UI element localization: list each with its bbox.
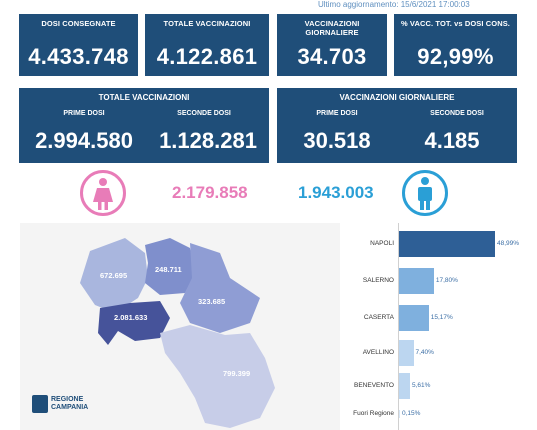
prime-dosi-label: PRIME DOSI — [316, 110, 358, 117]
seconde-dosi-value: 4.185 — [424, 128, 480, 153]
kpi-totale-vaccinazioni: TOTALE VACCINAZIONI 4.122.861 — [145, 14, 269, 76]
prime-dosi-label: PRIME DOSI — [63, 110, 105, 117]
chart-category-label: AVELLINO — [362, 349, 394, 356]
chart-category-label: NAPOLI — [370, 240, 394, 247]
map-province-avellino — [180, 243, 260, 333]
campania-map: 672.695 248.711 323.685 2.081.633 799.39… — [20, 223, 340, 430]
chart-axis-line — [398, 223, 399, 430]
panel-title: TOTALE VACCINAZIONI — [98, 93, 190, 102]
kpi-value: 92,99% — [417, 44, 494, 69]
female-icon — [80, 170, 126, 216]
map-province-benevento — [145, 238, 195, 295]
chart-bar-5 — [399, 410, 400, 418]
panel-title: VACCINAZIONI GIORNALIERE — [339, 93, 455, 102]
chart-value-label: 48,99% — [497, 240, 520, 247]
male-vaccinations: 1.943.003 — [298, 183, 374, 202]
chart-bar-1 — [399, 268, 434, 294]
chart-value-label: 7,40% — [415, 349, 434, 356]
vaccinazioni-giornaliere-panel: VACCINAZIONI GIORNALIERE PRIME DOSI SECO… — [277, 88, 517, 163]
chart-value-label: 0,15% — [402, 410, 421, 417]
kpi-dosi-consegnate: DOSI CONSEGNATE 4.433.748 — [19, 14, 138, 76]
prime-dosi-value: 2.994.580 — [35, 128, 133, 153]
chart-bar-0 — [399, 231, 495, 257]
chart-category-label: Fuori Regione — [353, 410, 394, 417]
kpi-value: 4.122.861 — [156, 44, 258, 69]
chart-value-label: 5,61% — [411, 382, 431, 389]
chart-category-label: SALERNO — [362, 277, 394, 284]
female-vaccinations: 2.179.858 — [172, 183, 248, 202]
map-province-caserta — [80, 238, 148, 313]
logo-line-1: REGIONE — [51, 396, 84, 403]
seconde-dosi-value: 1.128.281 — [159, 128, 257, 153]
chart-bar-2 — [399, 305, 429, 331]
chart-value-label: 17,80% — [435, 277, 458, 284]
map-value-salerno: 799.399 — [223, 369, 251, 378]
map-value-napoli: 2.081.633 — [114, 313, 148, 322]
map-province-salerno — [160, 325, 275, 428]
kpi-vaccinazioni-giornaliere: VACCINAZIONI GIORNALIERE 34.703 — [277, 14, 387, 76]
kpi-label: % VACC. TOT. vs DOSI CONS. — [400, 19, 510, 28]
regione-campania-emblem-icon — [32, 395, 48, 413]
chart-category-label: CASERTA — [363, 314, 394, 321]
map-value-avellino: 323.685 — [198, 297, 226, 306]
seconde-dosi-label: SECONDE DOSI — [177, 110, 231, 117]
last-update: Ultimo aggiornamento: 15/6/2021 17:00:03 — [318, 0, 470, 9]
regione-campania-logo: REGIONE CAMPANIA — [32, 395, 88, 413]
chart-value-label: 15,17% — [430, 314, 453, 321]
chart-bar-3 — [399, 340, 414, 366]
map-province-napoli — [98, 301, 170, 345]
chart-bar-4 — [399, 373, 410, 399]
kpi-label: VACCINAZIONI GIORNALIERE — [304, 19, 360, 37]
prime-dosi-value: 30.518 — [303, 128, 371, 153]
male-icon — [402, 170, 448, 216]
kpi-value: 4.433.748 — [28, 44, 129, 69]
kpi-label: DOSI CONSEGNATE — [41, 19, 116, 28]
kpi-value: 34.703 — [297, 44, 367, 69]
totale-vaccinazioni-panel: TOTALE VACCINAZIONI PRIME DOSI SECONDE D… — [19, 88, 269, 163]
map-value-caserta: 672.695 — [100, 271, 128, 280]
logo-line-2: CAMPANIA — [51, 404, 89, 411]
map-value-benevento: 248.711 — [155, 265, 182, 274]
kpi-percentuale: % VACC. TOT. vs DOSI CONS. 92,99% — [394, 14, 517, 76]
chart-category-label: BENEVENTO — [354, 382, 394, 389]
kpi-label: TOTALE VACCINAZIONI — [163, 19, 251, 28]
province-bar-chart: NAPOLI 48,99% SALERNO 17,80% CASERTA 15,17% AV… — [340, 223, 537, 430]
seconde-dosi-label: SECONDE DOSI — [430, 110, 484, 117]
